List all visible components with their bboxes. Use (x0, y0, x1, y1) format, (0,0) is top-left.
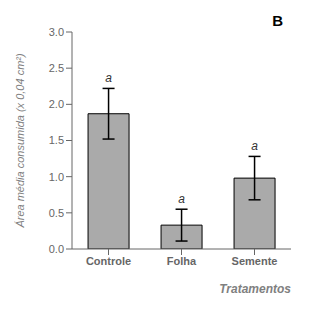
html-text:B: B (272, 12, 283, 29)
svg-text:Folha: Folha (167, 255, 197, 267)
svg-text:a: a (105, 71, 112, 85)
svg-text:1.5: 1.5 (49, 134, 64, 146)
svg-text:0.5: 0.5 (49, 207, 64, 219)
svg-text:a: a (251, 139, 258, 153)
svg-text:Tratamentos: Tratamentos (219, 282, 291, 296)
svg-text:Controle: Controle (86, 255, 131, 267)
svg-text:a: a (178, 192, 185, 206)
svg-text:2.0: 2.0 (49, 98, 64, 110)
svg-text:1.0: 1.0 (49, 171, 64, 183)
svg-text:0.0: 0.0 (49, 243, 64, 255)
svg-text:Semente: Semente (232, 255, 278, 267)
svg-text:2.5: 2.5 (49, 62, 64, 74)
svg-text:Área média consumida (x 0,04 c: Área média consumida (x 0,04 cm²) (14, 53, 26, 229)
svg-text:3.0: 3.0 (49, 26, 64, 38)
